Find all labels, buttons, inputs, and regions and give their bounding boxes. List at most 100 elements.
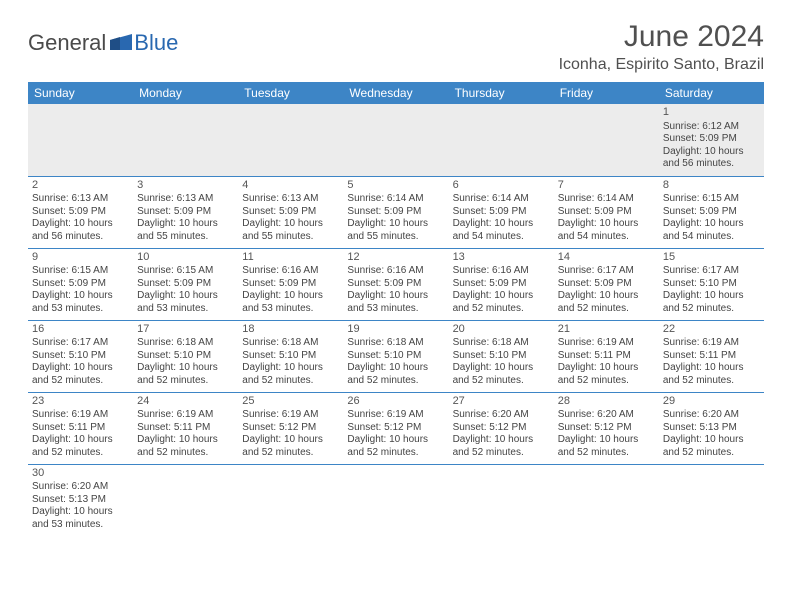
cell-line: Sunset: 5:09 PM bbox=[663, 206, 760, 219]
cell-line: Daylight: 10 hours bbox=[137, 290, 234, 303]
cell-line: Daylight: 10 hours bbox=[32, 362, 129, 375]
cell-line: Sunset: 5:09 PM bbox=[32, 206, 129, 219]
day-number: 2 bbox=[32, 179, 129, 193]
day-header: Tuesday bbox=[238, 82, 343, 104]
calendar-cell: 20Sunrise: 6:18 AMSunset: 5:10 PMDayligh… bbox=[449, 320, 554, 392]
cell-line: and 52 minutes. bbox=[663, 375, 760, 388]
cell-line: and 54 minutes. bbox=[453, 231, 550, 244]
cell-line: Sunset: 5:12 PM bbox=[242, 422, 339, 435]
calendar-cell bbox=[554, 464, 659, 536]
cell-line: Daylight: 10 hours bbox=[347, 218, 444, 231]
calendar-cell: 30Sunrise: 6:20 AMSunset: 5:13 PMDayligh… bbox=[28, 464, 133, 536]
cell-line: Sunset: 5:13 PM bbox=[663, 422, 760, 435]
cell-line: Sunrise: 6:20 AM bbox=[453, 409, 550, 422]
cell-line: Sunrise: 6:13 AM bbox=[242, 193, 339, 206]
cell-line: Sunset: 5:11 PM bbox=[558, 350, 655, 363]
cell-line: and 52 minutes. bbox=[453, 375, 550, 388]
cell-line: and 52 minutes. bbox=[32, 375, 129, 388]
cell-line: Sunset: 5:09 PM bbox=[32, 278, 129, 291]
cell-line: and 52 minutes. bbox=[242, 447, 339, 460]
cell-line: Daylight: 10 hours bbox=[242, 434, 339, 447]
cell-line: and 55 minutes. bbox=[242, 231, 339, 244]
cell-line: Daylight: 10 hours bbox=[663, 290, 760, 303]
calendar-cell: 14Sunrise: 6:17 AMSunset: 5:09 PMDayligh… bbox=[554, 248, 659, 320]
cell-line: Daylight: 10 hours bbox=[663, 362, 760, 375]
calendar-cell: 12Sunrise: 6:16 AMSunset: 5:09 PMDayligh… bbox=[343, 248, 448, 320]
day-number: 21 bbox=[558, 323, 655, 337]
cell-line: Sunset: 5:09 PM bbox=[453, 278, 550, 291]
cell-line: and 53 minutes. bbox=[242, 303, 339, 316]
cell-line: Daylight: 10 hours bbox=[32, 290, 129, 303]
cell-line: and 52 minutes. bbox=[558, 375, 655, 388]
calendar-cell bbox=[133, 464, 238, 536]
cell-line: Daylight: 10 hours bbox=[453, 290, 550, 303]
day-number: 18 bbox=[242, 323, 339, 337]
calendar-cell: 22Sunrise: 6:19 AMSunset: 5:11 PMDayligh… bbox=[659, 320, 764, 392]
calendar-row: 2Sunrise: 6:13 AMSunset: 5:09 PMDaylight… bbox=[28, 176, 764, 248]
cell-line: Sunrise: 6:20 AM bbox=[558, 409, 655, 422]
cell-line: and 52 minutes. bbox=[137, 447, 234, 460]
calendar-cell: 1Sunrise: 6:12 AMSunset: 5:09 PMDaylight… bbox=[659, 104, 764, 176]
cell-line: Sunset: 5:09 PM bbox=[242, 206, 339, 219]
cell-line: Daylight: 10 hours bbox=[32, 506, 129, 519]
cell-line: Daylight: 10 hours bbox=[453, 362, 550, 375]
day-number: 12 bbox=[347, 251, 444, 265]
cell-line: and 53 minutes. bbox=[137, 303, 234, 316]
day-number: 27 bbox=[453, 395, 550, 409]
day-number: 26 bbox=[347, 395, 444, 409]
page-header: General Blue June 2024 Iconha, Espirito … bbox=[28, 20, 764, 74]
cell-line: and 56 minutes. bbox=[663, 158, 760, 171]
day-number: 15 bbox=[663, 251, 760, 265]
day-number: 28 bbox=[558, 395, 655, 409]
cell-line: Daylight: 10 hours bbox=[558, 218, 655, 231]
logo-text-blue: Blue bbox=[134, 30, 178, 56]
day-number: 11 bbox=[242, 251, 339, 265]
calendar-cell: 13Sunrise: 6:16 AMSunset: 5:09 PMDayligh… bbox=[449, 248, 554, 320]
day-number: 22 bbox=[663, 323, 760, 337]
cell-line: and 55 minutes. bbox=[137, 231, 234, 244]
day-number: 13 bbox=[453, 251, 550, 265]
cell-line: Sunset: 5:09 PM bbox=[558, 206, 655, 219]
cell-line: Sunset: 5:12 PM bbox=[558, 422, 655, 435]
day-header: Friday bbox=[554, 82, 659, 104]
calendar-row: 30Sunrise: 6:20 AMSunset: 5:13 PMDayligh… bbox=[28, 464, 764, 536]
cell-line: Sunrise: 6:16 AM bbox=[347, 265, 444, 278]
day-number: 8 bbox=[663, 179, 760, 193]
month-title: June 2024 bbox=[559, 20, 764, 54]
calendar-table: Sunday Monday Tuesday Wednesday Thursday… bbox=[28, 82, 764, 536]
cell-line: and 54 minutes. bbox=[558, 231, 655, 244]
day-header: Thursday bbox=[449, 82, 554, 104]
cell-line: Sunrise: 6:18 AM bbox=[137, 337, 234, 350]
cell-line: Daylight: 10 hours bbox=[137, 362, 234, 375]
day-number: 25 bbox=[242, 395, 339, 409]
cell-line: Sunrise: 6:19 AM bbox=[32, 409, 129, 422]
cell-line: Sunrise: 6:19 AM bbox=[558, 337, 655, 350]
calendar-cell bbox=[449, 104, 554, 176]
cell-line: Sunrise: 6:17 AM bbox=[663, 265, 760, 278]
cell-line: Sunrise: 6:20 AM bbox=[663, 409, 760, 422]
cell-line: Sunset: 5:12 PM bbox=[347, 422, 444, 435]
cell-line: Sunset: 5:09 PM bbox=[663, 133, 760, 146]
calendar-cell bbox=[449, 464, 554, 536]
calendar-row: 9Sunrise: 6:15 AMSunset: 5:09 PMDaylight… bbox=[28, 248, 764, 320]
cell-line: Sunset: 5:11 PM bbox=[137, 422, 234, 435]
calendar-cell: 7Sunrise: 6:14 AMSunset: 5:09 PMDaylight… bbox=[554, 176, 659, 248]
calendar-cell bbox=[343, 464, 448, 536]
cell-line: and 52 minutes. bbox=[663, 447, 760, 460]
cell-line: Daylight: 10 hours bbox=[242, 218, 339, 231]
cell-line: Daylight: 10 hours bbox=[137, 434, 234, 447]
cell-line: Sunrise: 6:14 AM bbox=[558, 193, 655, 206]
logo-mark-icon bbox=[110, 34, 132, 55]
calendar-cell: 21Sunrise: 6:19 AMSunset: 5:11 PMDayligh… bbox=[554, 320, 659, 392]
day-number: 23 bbox=[32, 395, 129, 409]
day-header: Saturday bbox=[659, 82, 764, 104]
cell-line: and 52 minutes. bbox=[453, 447, 550, 460]
cell-line: Daylight: 10 hours bbox=[242, 290, 339, 303]
cell-line: Sunrise: 6:12 AM bbox=[663, 121, 760, 134]
day-number: 1 bbox=[663, 106, 760, 120]
cell-line: Sunrise: 6:15 AM bbox=[663, 193, 760, 206]
day-header: Sunday bbox=[28, 82, 133, 104]
cell-line: Sunset: 5:10 PM bbox=[453, 350, 550, 363]
calendar-cell: 16Sunrise: 6:17 AMSunset: 5:10 PMDayligh… bbox=[28, 320, 133, 392]
cell-line: Sunset: 5:09 PM bbox=[347, 206, 444, 219]
